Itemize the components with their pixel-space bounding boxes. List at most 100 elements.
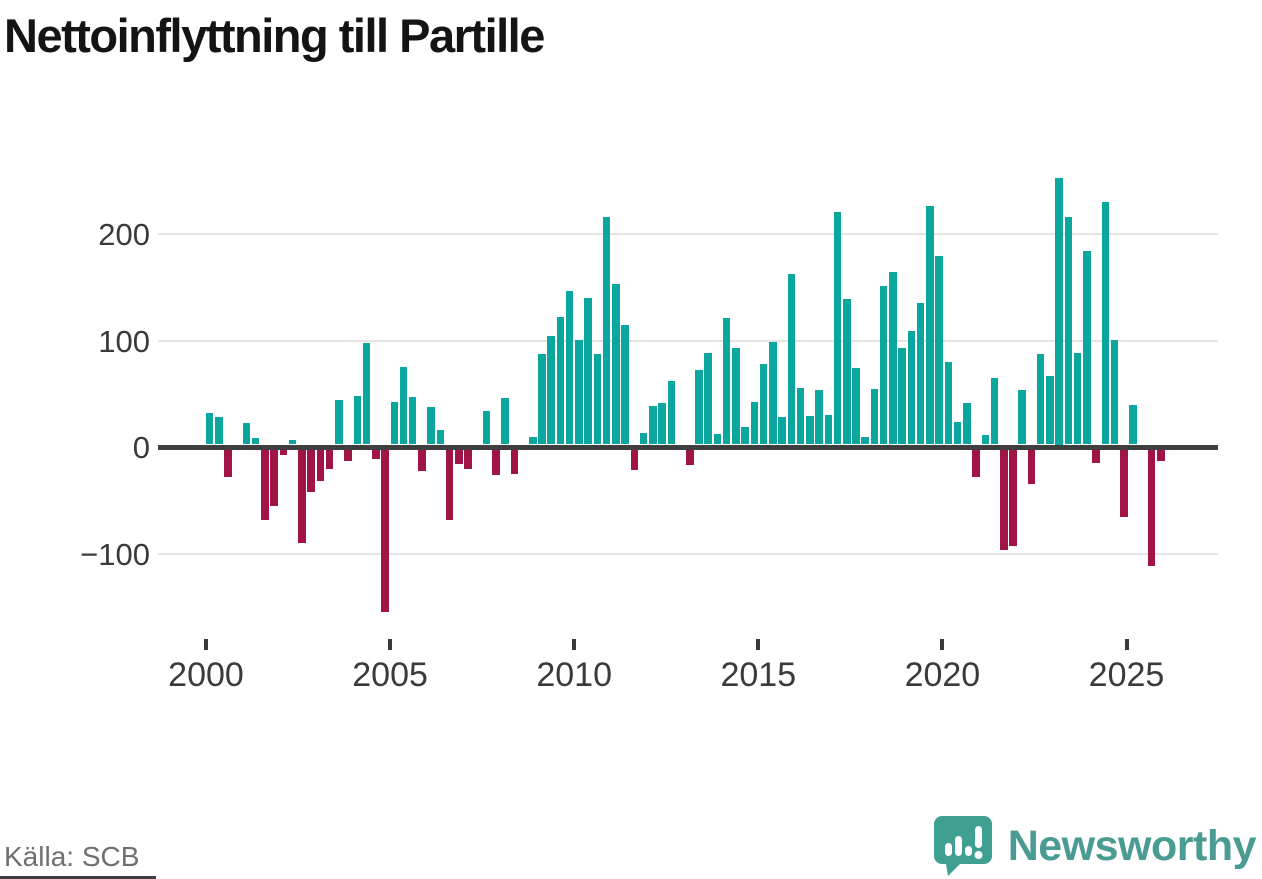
bar-2008-Q2 (510, 449, 519, 474)
bar-2021-Q4 (1009, 449, 1017, 547)
bar-2009-Q2 (547, 335, 555, 445)
source-caption: Källa: SCB (4, 841, 140, 872)
bar-2015-Q1 (759, 363, 768, 445)
bar-2000-Q3 (224, 449, 232, 478)
bar-2018-Q2 (879, 285, 888, 445)
bar-2020-Q3 (963, 402, 971, 445)
x-tick-2005 (388, 639, 393, 650)
bar-2007-Q4 (492, 449, 500, 476)
x-tick-2000 (204, 639, 208, 650)
bar-2011-Q1 (612, 283, 620, 445)
bar-2010-Q4 (602, 216, 611, 445)
gridline--100 (158, 552, 1218, 555)
bar-2010-Q3 (593, 353, 602, 445)
bar-2015-Q3 (778, 416, 786, 445)
x-axis-label: 2010 (536, 656, 612, 694)
bar-2011-Q4 (639, 432, 648, 445)
bar-2003-Q3 (335, 399, 343, 445)
bar-2022-Q3 (1036, 353, 1045, 445)
bar-2001-Q1 (242, 423, 251, 445)
bar-2023-Q4 (1083, 250, 1091, 445)
bar-2020-Q2 (953, 422, 962, 445)
newsworthy-logo: Newsworthy (932, 814, 1257, 878)
bar-2020-Q1 (944, 362, 953, 445)
bar-2008-Q4 (529, 437, 537, 445)
bar-2001-Q3 (261, 449, 269, 520)
bar-2014-Q2 (732, 347, 740, 445)
gridline-200 (158, 233, 1218, 235)
bar-2019-Q2 (916, 302, 925, 445)
bar-2025-Q3 (1147, 449, 1156, 566)
y-axis-label: −100 (80, 536, 150, 572)
bar-2017-Q3 (852, 367, 860, 445)
bar-2012-Q2 (658, 402, 666, 445)
x-axis-label: 2005 (352, 656, 428, 694)
bar-2016-Q1 (796, 388, 805, 445)
newsworthy-icon (933, 816, 992, 876)
bar-2022-Q2 (1027, 449, 1036, 484)
bar-2001-Q2 (251, 438, 260, 445)
bar-2011-Q3 (630, 449, 639, 470)
bar-2013-Q2 (695, 369, 703, 445)
bar-2004-Q3 (372, 449, 380, 460)
bar-2002-Q4 (307, 449, 315, 493)
bar-2017-Q1 (833, 212, 842, 445)
bar-2022-Q1 (1018, 390, 1026, 445)
bar-2016-Q3 (815, 390, 823, 445)
bar-2010-Q2 (584, 297, 592, 445)
bar-2024-Q1 (1092, 449, 1100, 464)
bar-2006-Q1 (427, 407, 435, 445)
bar-2007-Q1 (464, 449, 472, 469)
bar-2011-Q2 (621, 325, 629, 445)
bar-2014-Q3 (741, 427, 749, 445)
bar-2025-Q1 (1129, 405, 1137, 445)
bar-2009-Q3 (556, 316, 565, 445)
bar-2019-Q3 (926, 205, 934, 445)
x-tick-2015 (756, 639, 761, 650)
bar-2004-Q4 (381, 449, 389, 613)
bar-2019-Q1 (907, 330, 916, 445)
bar-2009-Q1 (538, 353, 546, 445)
bar-2004-Q1 (353, 395, 362, 445)
x-axis-label: 2020 (904, 656, 981, 694)
bar-2002-Q2 (288, 440, 297, 445)
x-axis-label: 2000 (168, 656, 244, 694)
bar-2002-Q3 (298, 449, 306, 544)
bar-2024-Q2 (1101, 201, 1110, 445)
bar-2020-Q4 (972, 449, 980, 478)
newsworthy-wordmark: Newsworthy (1007, 821, 1257, 870)
bar-2021-Q1 (981, 434, 990, 445)
bar-2003-Q2 (325, 449, 334, 469)
bar-2010-Q1 (575, 340, 583, 445)
x-tick-2010 (572, 639, 577, 650)
bottom-edge-strip (0, 876, 156, 879)
bar-2007-Q3 (482, 411, 491, 445)
bar-2001-Q4 (270, 449, 278, 506)
bar-2025-Q4 (1157, 449, 1165, 462)
chart-title: Nettoinflyttning till Partille (4, 9, 545, 62)
bar-2024-Q3 (1110, 340, 1119, 445)
bar-2019-Q4 (935, 255, 943, 445)
bar-2013-Q3 (704, 352, 712, 445)
bar-2021-Q2 (990, 378, 999, 445)
zero-baseline (158, 444, 1218, 450)
bar-2008-Q1 (501, 397, 509, 445)
bar-2004-Q2 (362, 343, 371, 445)
bar-2012-Q1 (649, 406, 657, 445)
bar-2017-Q2 (843, 298, 851, 445)
bar-2016-Q2 (806, 415, 814, 445)
bar-2000-Q2 (215, 416, 223, 445)
bar-2015-Q4 (787, 274, 796, 445)
bar-2023-Q1 (1055, 178, 1063, 445)
bar-2018-Q3 (889, 271, 897, 445)
x-axis-label: 2025 (1088, 656, 1165, 694)
bar-2018-Q1 (870, 389, 879, 445)
bar-2015-Q2 (769, 342, 777, 445)
bar-2005-Q4 (418, 449, 426, 471)
y-axis-label: 0 (132, 430, 150, 465)
bar-2014-Q4 (750, 401, 759, 445)
gridline-100 (158, 339, 1218, 342)
bar-2014-Q1 (722, 317, 731, 445)
